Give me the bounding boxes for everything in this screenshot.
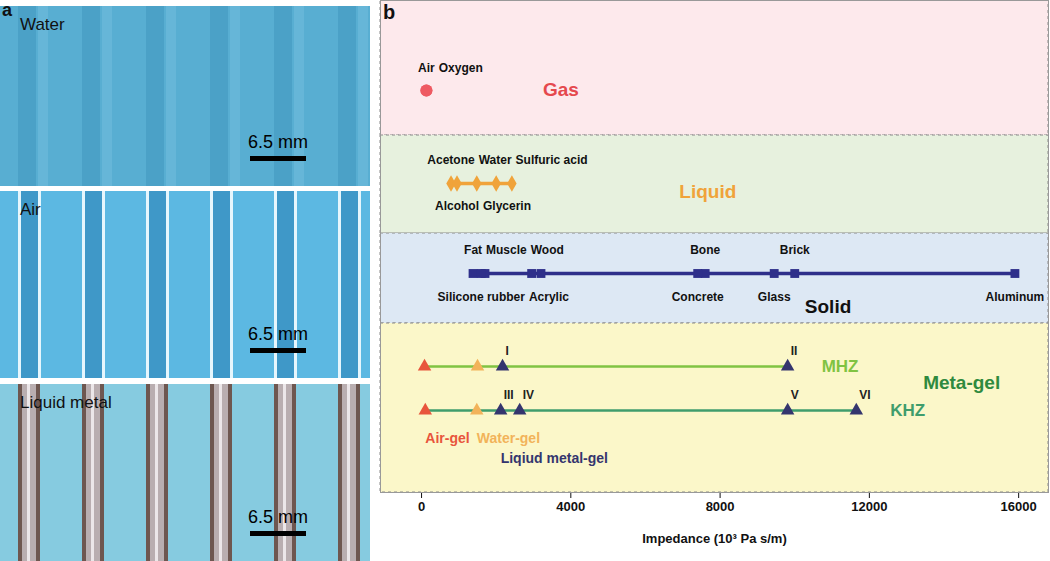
- svg-text:12000: 12000: [851, 499, 887, 514]
- svg-text:6.5 mm: 6.5 mm: [248, 324, 308, 344]
- svg-text:IV: IV: [523, 388, 534, 402]
- svg-text:Concrete: Concrete: [672, 290, 724, 304]
- svg-text:Acrylic: Acrylic: [529, 290, 569, 304]
- html-text:b: b: [383, 1, 396, 23]
- svg-text:Acetone: Acetone: [427, 153, 475, 167]
- svg-text:Air: Air: [418, 61, 435, 75]
- svg-text:Air: Air: [20, 200, 41, 219]
- svg-text:6.5 mm: 6.5 mm: [248, 132, 308, 152]
- svg-text:Oxygen: Oxygen: [439, 61, 483, 75]
- svg-text:Wood: Wood: [531, 243, 564, 257]
- svg-text:Sulfuric acid: Sulfuric acid: [516, 153, 588, 167]
- svg-text:VI: VI: [859, 388, 870, 402]
- svg-text:MHZ: MHZ: [822, 357, 859, 376]
- svg-text:Liquid metal: Liquid metal: [20, 393, 112, 412]
- svg-text:a: a: [2, 0, 13, 20]
- svg-text:0: 0: [418, 499, 425, 514]
- svg-text:Gas: Gas: [543, 79, 579, 100]
- svg-text:Water-gel: Water-gel: [477, 430, 540, 446]
- svg-text:I: I: [506, 344, 509, 358]
- svg-text:Liquid: Liquid: [679, 181, 736, 202]
- svg-text:Silicone rubber: Silicone rubber: [438, 290, 526, 304]
- svg-text:Meta-gel: Meta-gel: [923, 372, 1000, 393]
- svg-text:Alcohol: Alcohol: [435, 199, 479, 213]
- svg-text:KHZ: KHZ: [890, 401, 925, 420]
- svg-text:Fat: Fat: [464, 243, 482, 257]
- svg-text:Solid: Solid: [805, 296, 851, 317]
- svg-text:Impedance (10³ Pa s/m): Impedance (10³ Pa s/m): [642, 531, 787, 546]
- svg-text:16000: 16000: [1001, 499, 1037, 514]
- svg-text:Water: Water: [479, 153, 512, 167]
- svg-text:Brick: Brick: [780, 243, 810, 257]
- svg-text:Water: Water: [20, 15, 65, 34]
- svg-text:8000: 8000: [706, 499, 735, 514]
- svg-text:II: II: [791, 344, 798, 358]
- svg-text:Glycerin: Glycerin: [483, 199, 531, 213]
- svg-text:Glass: Glass: [758, 290, 791, 304]
- svg-text:III: III: [504, 388, 514, 402]
- svg-text:Aluminum: Aluminum: [986, 290, 1045, 304]
- svg-text:6.5 mm: 6.5 mm: [248, 507, 308, 527]
- svg-text:Muscle: Muscle: [486, 243, 527, 257]
- svg-text:Liqiud metal-gel: Liqiud metal-gel: [501, 450, 608, 466]
- svg-text:Air-gel: Air-gel: [425, 430, 469, 446]
- svg-text:4000: 4000: [556, 499, 585, 514]
- svg-text:Bone: Bone: [690, 243, 720, 257]
- svg-text:V: V: [791, 388, 799, 402]
